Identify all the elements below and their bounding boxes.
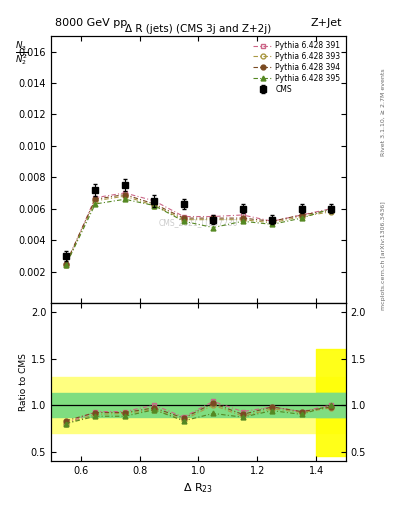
Pythia 6.428 394 (241, 215, 245, 221)
Pythia 6.428 394 (211, 215, 216, 221)
Pythia 6.428 391 (182, 214, 186, 220)
Pythia 6.428 394 (299, 212, 304, 218)
Pythia 6.428 393 (182, 217, 186, 223)
Pythia 6.428 395 (182, 218, 186, 224)
Pythia 6.428 393 (93, 198, 98, 204)
Title: Δ R (jets) (CMS 3j and Z+2j): Δ R (jets) (CMS 3j and Z+2j) (125, 24, 272, 34)
Pythia 6.428 394 (270, 218, 275, 224)
Pythia 6.428 395 (152, 202, 156, 208)
Line: Pythia 6.428 393: Pythia 6.428 393 (63, 194, 334, 268)
Pythia 6.428 394 (93, 196, 98, 202)
Pythia 6.428 395 (123, 196, 127, 202)
Pythia 6.428 391 (241, 212, 245, 218)
Bar (51, 377, 346, 433)
Pythia 6.428 394 (152, 201, 156, 207)
Pythia 6.428 395 (64, 262, 68, 268)
Pythia 6.428 393 (123, 193, 127, 199)
Text: Rivet 3.1.10, ≥ 2.7M events: Rivet 3.1.10, ≥ 2.7M events (381, 69, 386, 157)
Pythia 6.428 394 (123, 191, 127, 198)
Text: CMS_2021_I1847230: CMS_2021_I1847230 (159, 218, 238, 227)
Pythia 6.428 393 (299, 214, 304, 220)
Pythia 6.428 391 (152, 198, 156, 204)
X-axis label: Δ R$_{23}$: Δ R$_{23}$ (184, 481, 213, 495)
Pythia 6.428 393 (329, 209, 333, 215)
Text: mcplots.cern.ch [arXiv:1306.3436]: mcplots.cern.ch [arXiv:1306.3436] (381, 202, 386, 310)
Line: Pythia 6.428 394: Pythia 6.428 394 (63, 192, 334, 266)
Bar (51, 394, 346, 417)
Pythia 6.428 394 (182, 215, 186, 221)
Line: Pythia 6.428 391: Pythia 6.428 391 (63, 190, 334, 268)
Pythia 6.428 395 (299, 215, 304, 221)
Pythia 6.428 393 (152, 202, 156, 208)
Pythia 6.428 391 (211, 214, 216, 220)
Pythia 6.428 391 (93, 195, 98, 201)
Y-axis label: $\frac{N_3}{N_2^2}$: $\frac{N_3}{N_2^2}$ (15, 40, 28, 68)
Pythia 6.428 394 (329, 207, 333, 214)
Pythia 6.428 395 (241, 218, 245, 224)
Pythia 6.428 394 (64, 261, 68, 267)
Pythia 6.428 391 (270, 218, 275, 224)
Text: Z+Jet: Z+Jet (310, 18, 342, 28)
Pythia 6.428 393 (211, 217, 216, 223)
Pythia 6.428 391 (329, 206, 333, 212)
Pythia 6.428 391 (299, 212, 304, 218)
Pythia 6.428 391 (64, 262, 68, 268)
Y-axis label: Ratio to CMS: Ratio to CMS (19, 353, 28, 411)
Text: 8000 GeV pp: 8000 GeV pp (55, 18, 127, 28)
Pythia 6.428 393 (270, 220, 275, 226)
Pythia 6.428 391 (123, 190, 127, 196)
Line: Pythia 6.428 395: Pythia 6.428 395 (63, 197, 334, 268)
Pythia 6.428 393 (241, 217, 245, 223)
Pythia 6.428 393 (64, 262, 68, 268)
Legend: Pythia 6.428 391, Pythia 6.428 393, Pythia 6.428 394, Pythia 6.428 395, CMS: Pythia 6.428 391, Pythia 6.428 393, Pyth… (252, 39, 342, 95)
Pythia 6.428 395 (329, 206, 333, 212)
Pythia 6.428 395 (270, 221, 275, 227)
Pythia 6.428 395 (211, 224, 216, 230)
Pythia 6.428 395 (93, 201, 98, 207)
